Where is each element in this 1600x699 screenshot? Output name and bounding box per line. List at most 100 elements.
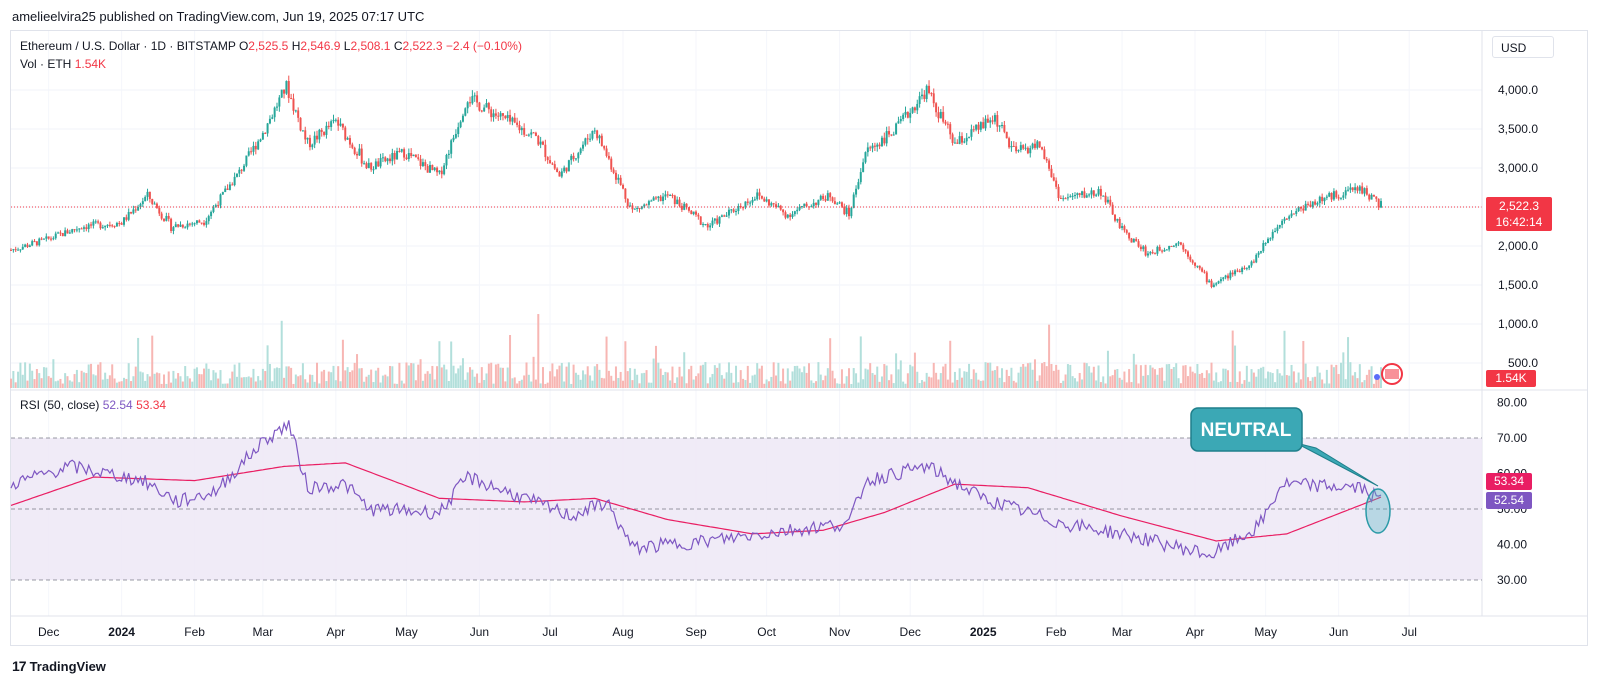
volume-bar (1290, 364, 1293, 388)
rsi-label[interactable]: RSI (50, close) (20, 398, 100, 412)
volume-bar (494, 364, 497, 388)
candle-body (85, 227, 88, 230)
candle-body (690, 210, 693, 215)
volume-bar (122, 377, 125, 388)
candle-body (141, 201, 144, 205)
volume-bar (864, 368, 867, 388)
volume-bar (386, 376, 389, 388)
sparkle-icon[interactable] (1374, 374, 1380, 380)
volume-bar (235, 376, 238, 388)
high-label: H (291, 39, 301, 53)
symbol-label[interactable]: Ethereum / U.S. Dollar · 1D · BITSTAMP (20, 39, 236, 53)
volume-bar (671, 366, 674, 388)
volume-bar (40, 378, 43, 388)
candle-body (1245, 268, 1248, 270)
volume-bar (1252, 372, 1255, 388)
volume-label[interactable]: Vol · ETH (20, 57, 72, 71)
volume-bar (805, 372, 808, 388)
candle-body (654, 197, 657, 199)
volume-bar (250, 377, 253, 388)
volume-bar (544, 383, 547, 388)
candle-body (1229, 272, 1232, 279)
candle-body (438, 170, 441, 173)
candle-body (614, 172, 617, 180)
volume-bar (852, 368, 855, 388)
volume-bar (1217, 382, 1220, 388)
candle-body (1189, 256, 1192, 261)
candle-body (339, 123, 342, 126)
volume-bar (24, 362, 27, 388)
volume-bar (993, 370, 996, 388)
candle-body (219, 194, 222, 206)
volume-bar (151, 335, 154, 388)
volume-bar (393, 383, 396, 388)
volume-bar (259, 380, 262, 388)
volume-bar (1370, 366, 1373, 388)
volume-bar (1083, 362, 1086, 388)
volume-bar (339, 381, 342, 388)
candle-body (1008, 138, 1011, 148)
volume-bar (1299, 379, 1302, 388)
volume-bar (252, 368, 255, 388)
volume-bar (977, 379, 980, 388)
time-tick-label: Feb (1046, 625, 1067, 639)
volume-value: 1.54K (74, 57, 107, 71)
time-axis[interactable]: Dec 2024 Feb Mar Apr May Jun Jul Aug Sep Oct Nov Dec… (38, 625, 1417, 639)
candle-body (165, 215, 168, 221)
volume-bar (949, 340, 952, 388)
volume-bar (866, 369, 869, 388)
volume-bar (87, 364, 90, 388)
candle-body (805, 203, 808, 207)
volume-bar (1092, 366, 1095, 388)
volume-bar (1116, 369, 1119, 388)
candle-body (1321, 196, 1324, 202)
volume-bar (727, 362, 730, 388)
volume-bar (532, 356, 535, 388)
volume-bar (767, 381, 770, 388)
candle-body (1069, 196, 1072, 198)
volume-bar (108, 375, 111, 388)
volume-bar (770, 376, 773, 388)
volume-bar (551, 363, 554, 388)
volume-bar (42, 367, 45, 388)
candle-body (356, 153, 359, 156)
volume-bar (836, 383, 839, 388)
currency-button[interactable]: USD (1492, 36, 1554, 58)
candle-body (873, 145, 876, 147)
volume-bar (207, 368, 210, 388)
candle-body (1236, 270, 1239, 272)
candle-body (301, 130, 304, 132)
time-tick-label: Sep (685, 625, 707, 639)
volume-bar (704, 362, 707, 388)
candle-body (1316, 203, 1319, 205)
volume-bar (14, 382, 17, 388)
volume-bar (1003, 382, 1006, 388)
candle-body (551, 163, 554, 165)
event-icons[interactable] (1374, 363, 1403, 385)
close-label: C (393, 39, 403, 53)
volume-bar (824, 375, 827, 388)
candle-body (758, 192, 761, 196)
volume-bar (466, 372, 469, 388)
candle-body (50, 238, 53, 240)
rsi-tag-text: 52.54 (1494, 493, 1524, 507)
volume-bar (1349, 362, 1352, 388)
volume-bar (504, 381, 507, 388)
volume-bar (450, 341, 453, 388)
neutral-callout[interactable] (1190, 407, 1303, 452)
candle-body (607, 155, 610, 159)
candle-body (21, 246, 24, 250)
candle-body (334, 119, 337, 121)
candle-body (789, 214, 792, 217)
volume-bar (264, 371, 267, 388)
candle-body (702, 224, 705, 226)
candle-body (374, 161, 377, 170)
candle-body (1238, 270, 1241, 273)
volume-bar (1224, 368, 1227, 388)
volume-bar (1029, 362, 1032, 388)
candle-body (1090, 190, 1093, 195)
candle-body (1262, 243, 1265, 252)
candle-body (996, 115, 999, 127)
